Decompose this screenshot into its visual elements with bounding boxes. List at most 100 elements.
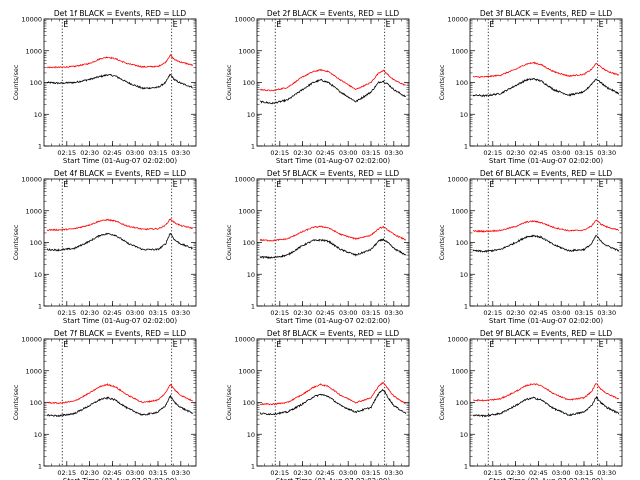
plot-frame bbox=[43, 338, 197, 467]
x-axis-label: Start Time (01-Aug-07 02:02:00) bbox=[276, 157, 390, 165]
x-tick-label: 03:30 bbox=[384, 149, 403, 157]
y-axis-label: Counts/sec bbox=[225, 224, 233, 260]
event-marker-label: E bbox=[276, 340, 281, 349]
chart-title: Det 5f BLACK = Events, RED = LLD bbox=[267, 169, 400, 178]
chart-title: Det 8f BLACK = Events, RED = LLD bbox=[267, 329, 400, 338]
x-tick-label: 02:15 bbox=[270, 469, 289, 477]
y-tick-label: 10 bbox=[460, 271, 468, 279]
x-tick-label: 03:15 bbox=[362, 469, 381, 477]
x-axis-label: Start Time (01-Aug-07 02:02:00) bbox=[489, 317, 603, 325]
y-tick-label: 10 bbox=[34, 271, 42, 279]
x-tick-label: 03:30 bbox=[171, 469, 190, 477]
x-tick-label: 03:15 bbox=[575, 469, 594, 477]
y-tick-label: 10000 bbox=[447, 176, 468, 184]
x-tick-label: 03:00 bbox=[339, 309, 358, 317]
x-tick-label: 03:15 bbox=[362, 149, 381, 157]
y-axis-label: Counts/sec bbox=[438, 64, 446, 100]
series-line-events bbox=[46, 394, 194, 418]
plot-frame bbox=[256, 178, 410, 307]
x-tick-label: 03:15 bbox=[149, 149, 168, 157]
chart-title: Det 3f BLACK = Events, RED = LLD bbox=[480, 9, 613, 18]
x-tick-label: 02:15 bbox=[483, 469, 502, 477]
event-marker-label: E bbox=[599, 180, 604, 189]
series-line-events bbox=[259, 78, 407, 105]
x-tick-label: 03:00 bbox=[339, 149, 358, 157]
event-marker-label: E bbox=[599, 20, 604, 29]
y-tick-label: 10000 bbox=[234, 176, 255, 184]
x-tick-label: 02:45 bbox=[103, 149, 122, 157]
x-axis-label: Start Time (01-Aug-07 02:02:00) bbox=[489, 157, 603, 165]
y-axis-label: Counts/sec bbox=[225, 64, 233, 100]
y-tick-label: 10000 bbox=[21, 336, 42, 344]
x-tick-label: 03:30 bbox=[384, 469, 403, 477]
series-line-events bbox=[472, 395, 620, 418]
y-tick-label: 1000 bbox=[238, 47, 255, 55]
y-axis-label: Counts/sec bbox=[225, 384, 233, 420]
event-marker-label: E bbox=[276, 180, 281, 189]
x-tick-label: 03:30 bbox=[384, 309, 403, 317]
y-tick-label: 1000 bbox=[25, 207, 42, 215]
chart-title: Det 4f BLACK = Events, RED = LLD bbox=[54, 169, 187, 178]
y-tick-label: 100 bbox=[243, 399, 255, 407]
series-line-lld bbox=[472, 61, 620, 78]
plot-frame bbox=[469, 18, 623, 147]
chart-title: Det 9f BLACK = Events, RED = LLD bbox=[480, 329, 613, 338]
x-tick-label: 03:00 bbox=[552, 309, 571, 317]
event-marker-label: E bbox=[276, 20, 281, 29]
x-tick-label: 03:00 bbox=[552, 149, 571, 157]
event-marker-label: E bbox=[599, 340, 604, 349]
x-tick-label: 02:45 bbox=[529, 309, 548, 317]
x-axis-label: Start Time (01-Aug-07 02:02:00) bbox=[63, 317, 177, 325]
x-axis-label: Start Time (01-Aug-07 02:02:00) bbox=[276, 477, 390, 480]
x-tick-label: 02:30 bbox=[293, 469, 312, 477]
x-tick-label: 03:30 bbox=[171, 309, 190, 317]
y-tick-label: 1000 bbox=[451, 367, 468, 375]
y-tick-label: 100 bbox=[243, 239, 255, 247]
x-axis-label: Start Time (01-Aug-07 02:02:00) bbox=[276, 317, 390, 325]
x-tick-label: 02:30 bbox=[506, 469, 525, 477]
x-tick-label: 02:30 bbox=[293, 309, 312, 317]
y-tick-label: 1 bbox=[251, 463, 255, 471]
series-line-events bbox=[259, 237, 407, 260]
x-tick-label: 03:00 bbox=[126, 309, 145, 317]
y-tick-label: 10 bbox=[460, 111, 468, 119]
x-tick-label: 03:00 bbox=[339, 469, 358, 477]
event-marker-label: E bbox=[386, 340, 391, 349]
x-tick-label: 03:15 bbox=[575, 309, 594, 317]
event-marker-label: E bbox=[489, 20, 494, 29]
chart-panel-2: Det 2f BLACK = Events, RED = LLD10000100… bbox=[225, 9, 410, 165]
y-tick-label: 10 bbox=[460, 431, 468, 439]
y-tick-label: 1000 bbox=[25, 47, 42, 55]
x-tick-label: 03:30 bbox=[171, 149, 190, 157]
x-tick-label: 02:30 bbox=[80, 469, 99, 477]
y-axis-label: Counts/sec bbox=[438, 224, 446, 260]
x-tick-label: 02:45 bbox=[316, 469, 335, 477]
x-tick-label: 02:45 bbox=[529, 469, 548, 477]
x-tick-label: 03:00 bbox=[552, 469, 571, 477]
chart-title: Det 7f BLACK = Events, RED = LLD bbox=[54, 329, 187, 338]
event-marker-label: E bbox=[173, 20, 178, 29]
x-tick-label: 02:15 bbox=[483, 149, 502, 157]
chart-panel-6: Det 6f BLACK = Events, RED = LLD10000100… bbox=[438, 169, 623, 325]
y-tick-label: 1000 bbox=[25, 367, 42, 375]
y-tick-label: 100 bbox=[30, 239, 42, 247]
x-tick-label: 02:15 bbox=[57, 149, 76, 157]
x-tick-label: 02:45 bbox=[103, 469, 122, 477]
x-tick-label: 02:30 bbox=[80, 149, 99, 157]
x-tick-label: 02:15 bbox=[57, 469, 76, 477]
series-line-lld bbox=[259, 68, 406, 92]
x-tick-label: 03:00 bbox=[126, 149, 145, 157]
y-tick-label: 1000 bbox=[451, 47, 468, 55]
event-marker-label: E bbox=[386, 20, 391, 29]
x-tick-label: 02:45 bbox=[316, 149, 335, 157]
event-marker-label: E bbox=[489, 340, 494, 349]
x-axis-label: Start Time (01-Aug-07 02:02:00) bbox=[63, 157, 177, 165]
y-tick-label: 1 bbox=[38, 463, 42, 471]
plot-frame bbox=[469, 338, 623, 467]
series-line-lld bbox=[473, 383, 620, 402]
y-tick-label: 1 bbox=[38, 303, 42, 311]
x-tick-label: 03:30 bbox=[597, 309, 616, 317]
series-line-lld bbox=[259, 381, 406, 406]
series-line-lld bbox=[46, 54, 194, 69]
